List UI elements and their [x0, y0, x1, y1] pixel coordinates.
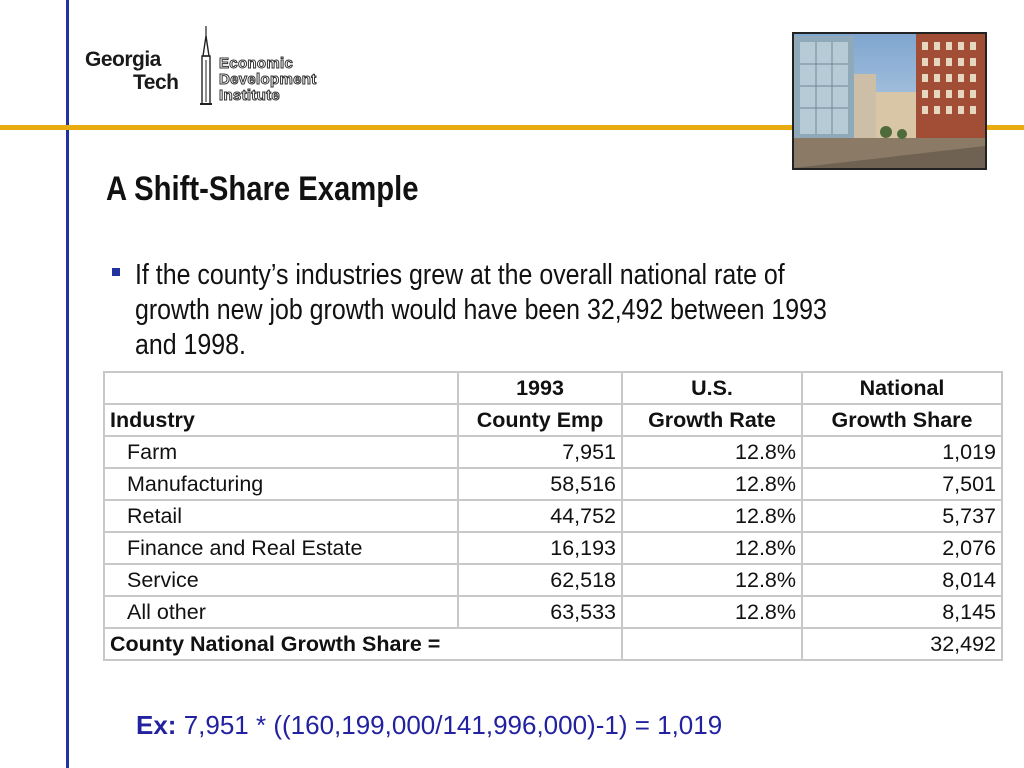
- county-emp-cell: 58,516: [457, 467, 623, 501]
- table-row: Finance and Real Estate 16,193 12.8% 2,0…: [103, 531, 1003, 565]
- growth-share-cell: 5,737: [801, 499, 1003, 533]
- bullet-line: growth new job growth would have been 32…: [135, 294, 827, 326]
- header-cell: [103, 371, 459, 405]
- header-cell: County Emp: [457, 403, 623, 437]
- county-emp-cell: 16,193: [457, 531, 623, 565]
- growth-rate-cell: 12.8%: [621, 467, 803, 501]
- industry-cell: Manufacturing: [103, 467, 459, 501]
- logo-institute-line: Economic: [219, 55, 294, 72]
- example-formula: Ex: 7,951 * ((160,199,000/141,996,000)-1…: [136, 710, 722, 741]
- growth-rate-cell: 12.8%: [621, 563, 803, 597]
- growth-rate-cell: 12.8%: [621, 531, 803, 565]
- example-label: Ex:: [136, 710, 177, 740]
- industry-cell: Retail: [103, 499, 459, 533]
- industry-cell: Farm: [103, 435, 459, 469]
- table-row: Manufacturing 58,516 12.8% 7,501: [103, 467, 1003, 501]
- county-emp-cell: 62,518: [457, 563, 623, 597]
- table-row: All other 63,533 12.8% 8,145: [103, 595, 1003, 629]
- header-cell: U.S.: [621, 371, 803, 405]
- table-header-row: 1993 U.S. National: [103, 371, 1003, 405]
- building-illustration: [794, 34, 985, 168]
- industry-cell: Finance and Real Estate: [103, 531, 459, 565]
- logo-tech-text: Tech: [133, 71, 179, 94]
- building-photo: [792, 32, 987, 170]
- header-cell: 1993: [457, 371, 623, 405]
- total-value-cell: 32,492: [801, 627, 1003, 661]
- growth-share-cell: 1,019: [801, 435, 1003, 469]
- header-cell: Industry: [103, 403, 459, 437]
- total-rate-cell: [621, 627, 803, 661]
- growth-rate-cell: 12.8%: [621, 435, 803, 469]
- bullet-square-icon: [112, 268, 120, 276]
- total-label-cell: County National Growth Share =: [103, 627, 623, 661]
- bullet-line: and 1998.: [135, 329, 246, 361]
- table-total-row: County National Growth Share = 32,492: [103, 627, 1003, 661]
- example-formula-text: 7,951 * ((160,199,000/141,996,000)-1) = …: [183, 710, 723, 740]
- table-header-row: Industry County Emp Growth Rate Growth S…: [103, 403, 1003, 437]
- tech-tower-icon: [200, 26, 212, 105]
- industry-cell: All other: [103, 595, 459, 629]
- slide-title: A Shift-Share Example: [106, 170, 419, 208]
- logo-georgia-text: Georgia: [85, 48, 161, 71]
- county-emp-cell: 7,951: [457, 435, 623, 469]
- logo-institute-line: Development: [219, 71, 317, 88]
- industry-cell: Service: [103, 563, 459, 597]
- growth-rate-cell: 12.8%: [621, 595, 803, 629]
- table-row: Retail 44,752 12.8% 5,737: [103, 499, 1003, 533]
- header-cell: Growth Rate: [621, 403, 803, 437]
- vertical-rule: [66, 0, 69, 768]
- growth-share-cell: 8,145: [801, 595, 1003, 629]
- county-emp-cell: 44,752: [457, 499, 623, 533]
- bullet-line: If the county’s industries grew at the o…: [135, 259, 785, 291]
- table-row: Farm 7,951 12.8% 1,019: [103, 435, 1003, 469]
- growth-share-cell: 7,501: [801, 467, 1003, 501]
- growth-share-cell: 8,014: [801, 563, 1003, 597]
- growth-rate-cell: 12.8%: [621, 499, 803, 533]
- growth-share-cell: 2,076: [801, 531, 1003, 565]
- horizontal-rule: [0, 125, 1024, 130]
- logo-institute-line: Institute: [219, 87, 281, 104]
- bullet-text: If the county’s industries grew at the o…: [135, 258, 875, 363]
- table-row: Service 62,518 12.8% 8,014: [103, 563, 1003, 597]
- header-cell: National: [801, 371, 1003, 405]
- shift-share-table: 1993 U.S. National Industry County Emp G…: [103, 371, 1003, 661]
- logo-institute-text: Economic Development Institute: [219, 55, 317, 104]
- georgia-tech-edi-logo: Georgia Tech Economic Development Instit…: [85, 26, 385, 116]
- county-emp-cell: 63,533: [457, 595, 623, 629]
- header-cell: Growth Share: [801, 403, 1003, 437]
